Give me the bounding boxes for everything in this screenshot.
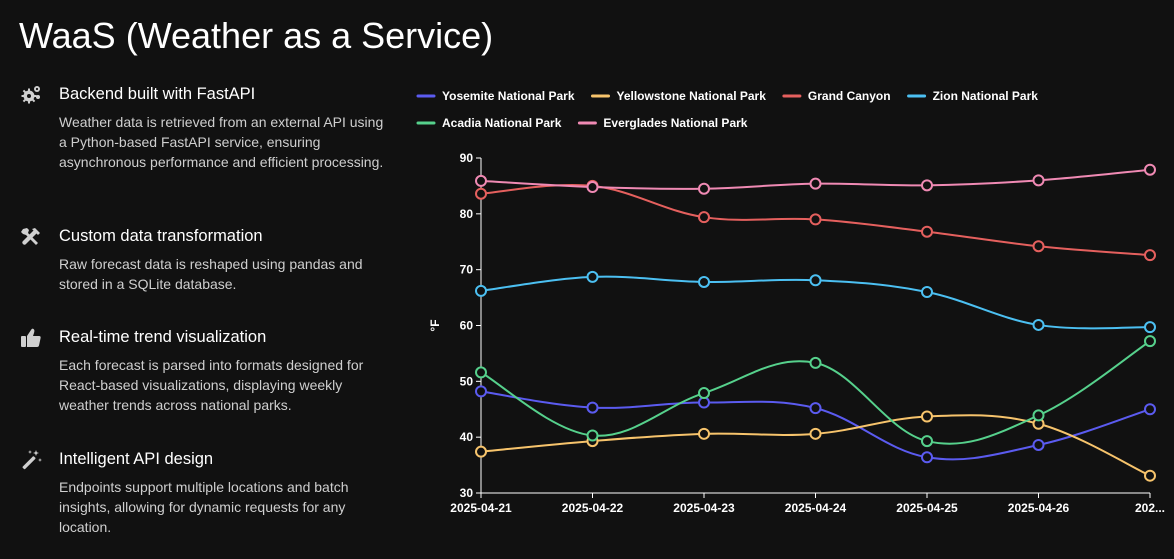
legend-item[interactable]: Acadia National Park bbox=[416, 116, 562, 130]
data-point[interactable] bbox=[921, 435, 933, 448]
y-tick-label: 30 bbox=[460, 486, 474, 500]
data-point[interactable] bbox=[698, 275, 710, 288]
data-point[interactable] bbox=[1032, 409, 1045, 422]
data-point[interactable] bbox=[809, 177, 822, 190]
thumbs-up-icon bbox=[20, 327, 42, 349]
data-point[interactable] bbox=[809, 356, 822, 369]
x-tick-label: 2025-04-25 bbox=[896, 501, 958, 515]
x-tick-label: 2025-04-21 bbox=[450, 501, 512, 515]
feature-description: Endpoints support multiple locations and… bbox=[59, 479, 349, 535]
data-point[interactable] bbox=[698, 211, 710, 224]
data-point[interactable] bbox=[809, 274, 822, 287]
legend-label: Everglades National Park bbox=[603, 116, 747, 130]
data-point[interactable] bbox=[698, 427, 710, 440]
data-point[interactable] bbox=[1144, 163, 1156, 176]
legend-label: Acadia National Park bbox=[442, 116, 562, 130]
data-point[interactable] bbox=[1144, 249, 1156, 262]
line-chart: Yosemite National Park Yellowstone Nation… bbox=[416, 89, 1165, 515]
legend-item[interactable]: Yosemite National Park bbox=[416, 89, 575, 103]
legend-item[interactable]: Zion National Park bbox=[907, 89, 1039, 103]
data-point[interactable] bbox=[921, 410, 933, 423]
data-point[interactable] bbox=[475, 385, 487, 398]
data-point[interactable] bbox=[586, 429, 599, 442]
data-point[interactable] bbox=[1032, 318, 1045, 331]
y-tick-label: 70 bbox=[460, 263, 474, 277]
data-point[interactable] bbox=[1032, 240, 1045, 253]
x-tick-label: 2025-04-26 bbox=[1008, 501, 1070, 515]
y-tick-label: 80 bbox=[460, 207, 474, 221]
legend-item[interactable]: Everglades National Park bbox=[577, 116, 748, 130]
data-point[interactable] bbox=[586, 270, 599, 283]
legend-label: Yellowstone National Park bbox=[617, 89, 767, 103]
feature-title: Real-time trend visualization bbox=[59, 328, 267, 346]
data-point[interactable] bbox=[475, 445, 487, 458]
data-point[interactable] bbox=[809, 213, 822, 226]
series-line bbox=[480, 390, 1151, 461]
data-point[interactable] bbox=[586, 181, 599, 194]
y-tick-label: 50 bbox=[460, 374, 474, 388]
feature-description: Raw forecast data is reshaped using pand… bbox=[59, 256, 363, 292]
data-point[interactable] bbox=[1144, 469, 1156, 482]
gear-bolt-icon bbox=[20, 84, 42, 106]
data-point[interactable] bbox=[698, 182, 710, 195]
x-tick-label: 2025-04-23 bbox=[673, 501, 735, 515]
data-point[interactable] bbox=[921, 179, 933, 192]
y-tick-label: 90 bbox=[460, 151, 474, 165]
legend-label: Zion National Park bbox=[933, 89, 1039, 103]
legend-label: Grand Canyon bbox=[808, 89, 891, 103]
page-title: WaaS (Weather as a Service) bbox=[19, 15, 494, 56]
series-line bbox=[480, 414, 1151, 477]
data-point[interactable] bbox=[809, 427, 822, 440]
data-point[interactable] bbox=[921, 451, 933, 464]
data-point[interactable] bbox=[921, 286, 933, 298]
y-tick-label: 40 bbox=[460, 430, 474, 444]
legend-label: Yosemite National Park bbox=[442, 89, 575, 103]
data-point[interactable] bbox=[1032, 438, 1045, 451]
temperature-chart: Yosemite National Park Yellowstone Nation… bbox=[400, 70, 1174, 554]
legend-item[interactable]: Yellowstone National Park bbox=[591, 89, 767, 103]
data-point[interactable] bbox=[809, 402, 822, 415]
feature-description: Each forecast is parsed into formats des… bbox=[59, 357, 364, 413]
feature-description: Weather data is retrieved from an extern… bbox=[59, 114, 384, 170]
feature-title: Backend built with FastAPI bbox=[59, 85, 256, 103]
data-point[interactable] bbox=[921, 225, 933, 238]
data-point[interactable] bbox=[475, 174, 487, 187]
magic-wand-icon bbox=[20, 449, 42, 471]
feature-title: Custom data transformation bbox=[59, 227, 263, 245]
data-point[interactable] bbox=[475, 284, 487, 297]
x-tick-label: 2025-04-22 bbox=[562, 501, 624, 515]
x-tick-label: 2025-04-24 bbox=[785, 501, 847, 515]
data-point[interactable] bbox=[586, 401, 599, 414]
data-point[interactable] bbox=[1032, 174, 1045, 187]
tools-icon bbox=[20, 226, 42, 248]
x-tick-label: 202... bbox=[1135, 501, 1165, 515]
feature-title: Intelligent API design bbox=[59, 450, 214, 468]
data-point[interactable] bbox=[475, 187, 487, 200]
data-point[interactable] bbox=[475, 366, 487, 379]
data-point[interactable] bbox=[1144, 335, 1156, 348]
y-tick-label: 60 bbox=[460, 319, 474, 333]
legend-item[interactable]: Grand Canyon bbox=[782, 89, 891, 103]
data-point[interactable] bbox=[698, 387, 710, 400]
data-point[interactable] bbox=[1144, 321, 1156, 334]
y-axis-label: °F bbox=[428, 319, 442, 331]
data-point[interactable] bbox=[1144, 403, 1156, 416]
feature-list: Backend built with FastAPI Weather data … bbox=[0, 0, 400, 554]
